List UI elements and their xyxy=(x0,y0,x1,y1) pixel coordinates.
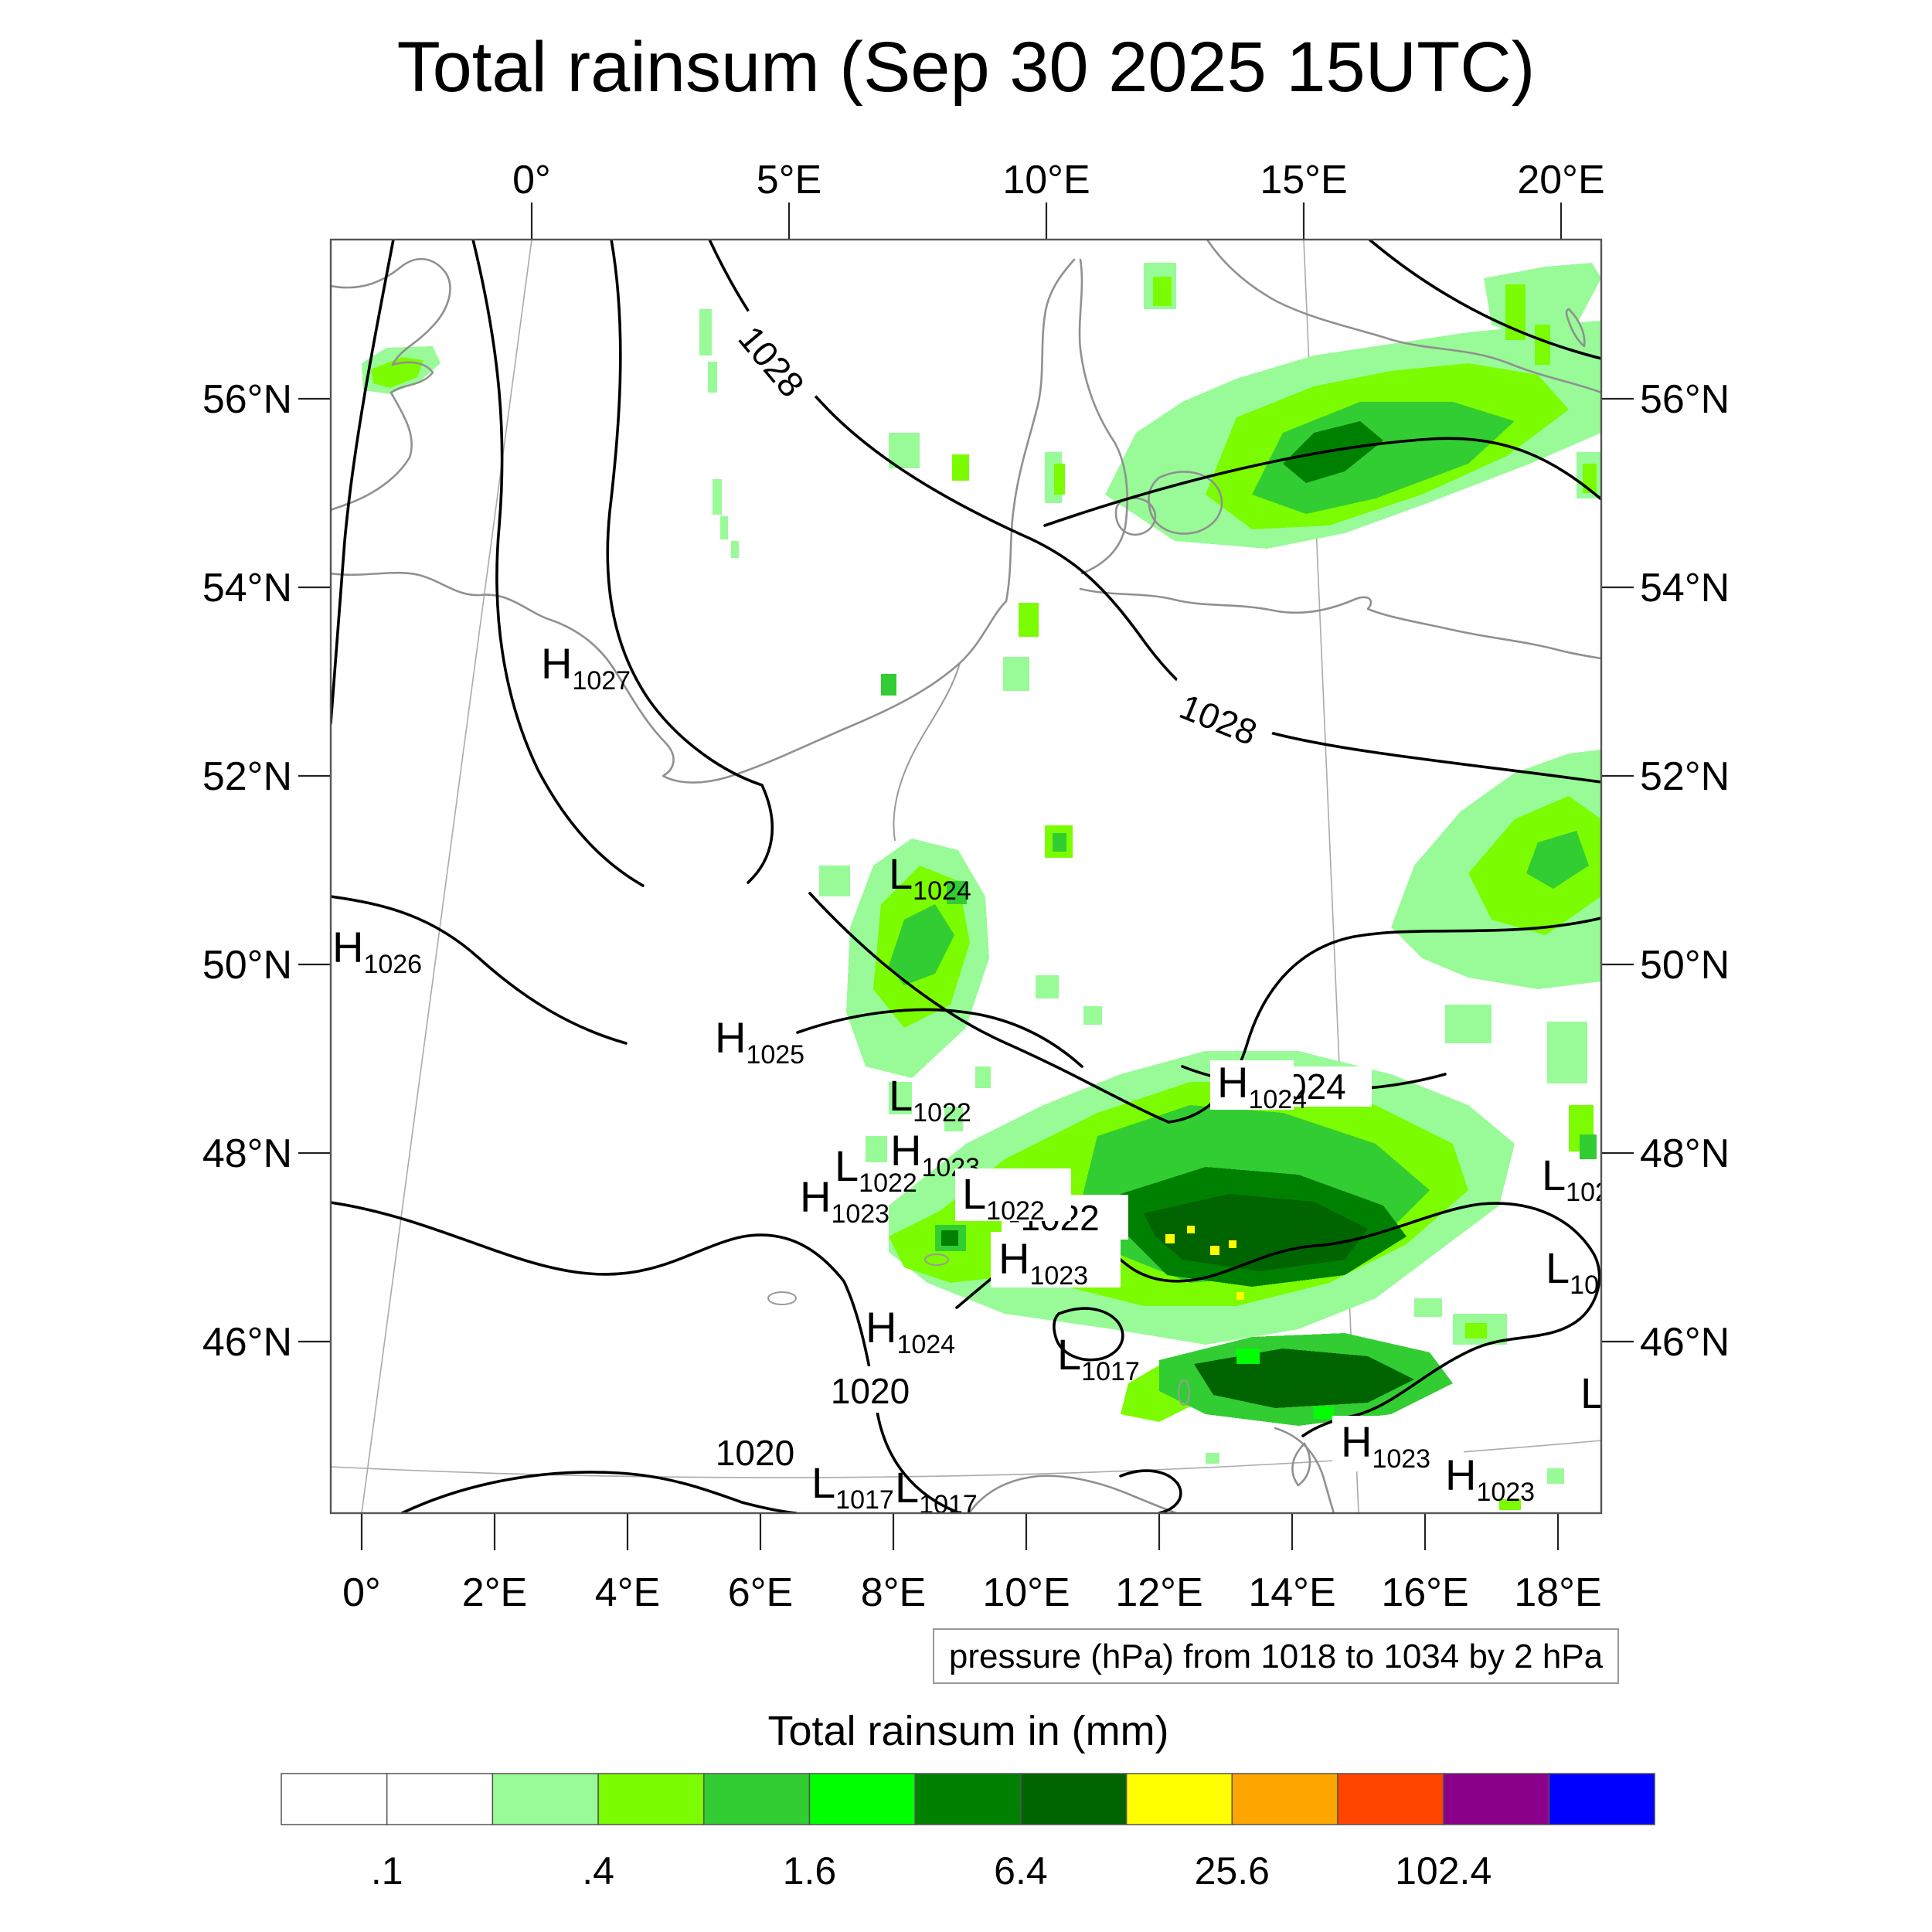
pressure-center-labels: H1027 H1026 L1024 H1025 L1022 H1023 L102… xyxy=(332,639,1610,1519)
pressure-label: H1023 xyxy=(1445,1451,1535,1507)
legend-tick-label: .1 xyxy=(371,1849,403,1893)
legend-tick-labels: .1 .4 1.6 6.4 25.6 102.4 xyxy=(371,1849,1492,1893)
axis-tick-label: 56°N xyxy=(202,377,292,422)
pressure-label: L1017 xyxy=(895,1463,978,1519)
axis-tick-label: 10°E xyxy=(1002,158,1090,202)
axis-tick-label: 50°N xyxy=(202,943,292,988)
legend-colorbar xyxy=(281,1773,1655,1825)
axis-tick-label: 6°E xyxy=(728,1570,793,1615)
axis-tick-label: 48°N xyxy=(1640,1131,1730,1176)
pressure-label: L xyxy=(1580,1369,1604,1417)
pressure-label: H1023 xyxy=(998,1234,1088,1291)
contour-label: 1020 xyxy=(716,1433,794,1473)
axis-tick-label: 12°E xyxy=(1115,1570,1202,1615)
legend-cell xyxy=(492,1773,599,1825)
pressure-label: H1024 xyxy=(866,1303,955,1359)
legend-cell xyxy=(808,1773,916,1825)
axis-tick-label: 54°N xyxy=(1640,566,1730,611)
axis-tick-label: 4°E xyxy=(595,1570,660,1615)
axis-tick-label: 56°N xyxy=(1640,377,1730,422)
axis-tick-label: 0° xyxy=(512,158,551,202)
legend-cell xyxy=(1231,1773,1338,1825)
axis-tick-label: 8°E xyxy=(861,1570,926,1615)
legend-tick-label: 6.4 xyxy=(994,1849,1048,1893)
legend-tick-label: 25.6 xyxy=(1195,1849,1270,1893)
pressure-label: H1026 xyxy=(332,923,422,979)
pressure-label: L1024 xyxy=(889,849,971,906)
axis-tick-label: 52°N xyxy=(202,754,292,799)
pressure-label: L1017 xyxy=(811,1458,894,1515)
rainfall-shading xyxy=(362,263,1601,1510)
legend-cell xyxy=(1125,1773,1233,1825)
legend-tick-label: 1.6 xyxy=(783,1849,837,1893)
axis-tick-label: 18°E xyxy=(1514,1570,1601,1615)
pressure-label: L1022 xyxy=(835,1141,917,1198)
pressure-label: L10 xyxy=(1546,1243,1599,1300)
legend-cell xyxy=(386,1773,494,1825)
axis-tick-label: 48°N xyxy=(202,1131,292,1176)
axis-tick-label: 20°E xyxy=(1517,158,1604,202)
coastlines xyxy=(331,240,1601,1513)
axis-tick-label: 16°E xyxy=(1381,1570,1468,1615)
legend-tick-label: 102.4 xyxy=(1395,1849,1492,1893)
legend-cell xyxy=(914,1773,1022,1825)
pressure-label: L1022 xyxy=(962,1169,1045,1226)
axis-tick-label: 46°N xyxy=(202,1320,292,1365)
pressure-caption: pressure (hPa) from 1018 to 1034 by 2 hP… xyxy=(933,1628,1619,1684)
axis-bottom: 0° 2°E 4°E 6°E 8°E 10°E 12°E 14°E 16°E 1… xyxy=(342,1513,1602,1615)
legend: Total rainsum in (mm) .1 .4 1.6 6.4 25.6… xyxy=(281,1708,1655,1893)
contour-labels: 1028 1028 024 -1022 1020 1020 xyxy=(701,304,1372,1475)
pressure-label: H1023 xyxy=(1341,1417,1430,1474)
axis-tick-label: 15°E xyxy=(1260,158,1347,202)
page-title: Total rainsum (Sep 30 2025 15UTC) xyxy=(397,28,1536,107)
legend-cell xyxy=(281,1773,388,1825)
map-area: 1028 1028 024 -1022 1020 1020 H1027 H102… xyxy=(331,240,1610,1519)
axis-tick-label: 50°N xyxy=(1640,943,1730,988)
legend-tick-label: .4 xyxy=(582,1849,614,1893)
axis-tick-label: 46°N xyxy=(1640,1320,1730,1365)
pressure-label: L102 xyxy=(1542,1151,1610,1207)
axis-tick-label: 10°E xyxy=(982,1570,1070,1615)
axis-right: 56°N 54°N 52°N 50°N 48°N 46°N xyxy=(1601,377,1730,1365)
contour-label: 1020 xyxy=(831,1371,910,1411)
pressure-label: L1017 xyxy=(1057,1330,1140,1386)
pressure-label: H1024 xyxy=(1217,1058,1307,1114)
axis-tick-label: 54°N xyxy=(202,566,292,611)
legend-cell xyxy=(597,1773,705,1825)
pressure-label: L1022 xyxy=(889,1071,971,1128)
legend-cell xyxy=(703,1773,811,1825)
legend-title: Total rainsum in (mm) xyxy=(767,1708,1168,1754)
pressure-label: H1027 xyxy=(541,639,631,696)
map-frame xyxy=(329,238,1603,1515)
pressure-caption-text: pressure (hPa) from 1018 to 1034 by 2 hP… xyxy=(949,1638,1604,1675)
pressure-label: H1025 xyxy=(715,1013,804,1070)
axis-tick-label: 5°E xyxy=(757,158,821,202)
axis-tick-label: 2°E xyxy=(462,1570,527,1615)
axis-top: 0° 5°E 10°E 15°E 20°E xyxy=(512,158,1605,240)
axis-tick-label: 52°N xyxy=(1640,754,1730,799)
pressure-label: H1023 xyxy=(800,1172,889,1229)
axis-tick-label: 0° xyxy=(342,1570,381,1615)
legend-cell xyxy=(1337,1773,1444,1825)
legend-cell xyxy=(1020,1773,1128,1825)
axis-left: 56°N 54°N 52°N 50°N 48°N 46°N xyxy=(202,377,331,1365)
axis-tick-label: 14°E xyxy=(1248,1570,1335,1615)
legend-cell xyxy=(1548,1773,1655,1825)
contour-label: 024 xyxy=(1287,1066,1346,1107)
legend-cell xyxy=(1442,1773,1550,1825)
